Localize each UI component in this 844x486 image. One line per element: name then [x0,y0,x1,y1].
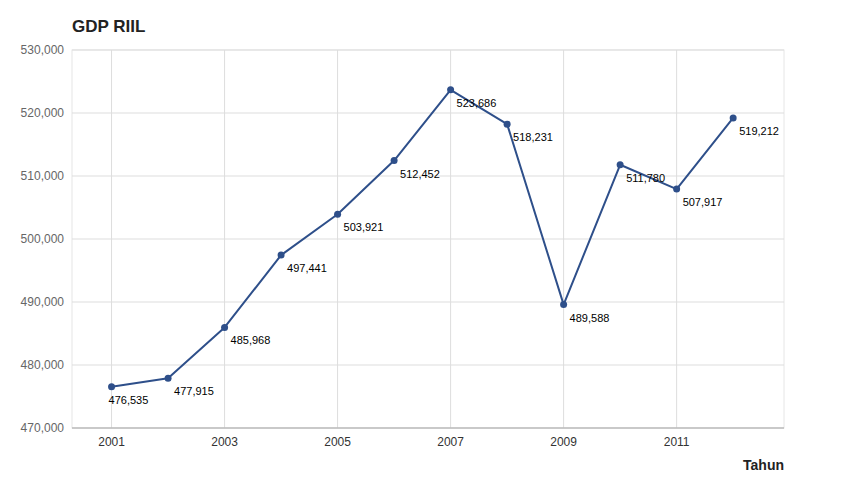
data-label: 476,535 [109,394,149,406]
data-point [108,383,115,390]
x-tick-label: 2001 [98,435,125,449]
y-grid-line [72,50,784,51]
x-axis-line [72,428,784,429]
data-point [617,161,624,168]
x-grid-line [111,50,112,428]
data-label: 523,686 [457,97,497,109]
y-grid-line [72,239,784,240]
x-tick-label: 2007 [437,435,464,449]
data-label: 518,231 [513,131,553,143]
data-label: 512,452 [400,168,440,180]
y-tick-label: 500,000 [21,232,65,246]
x-axis-label: Tahun [743,457,784,473]
data-point [504,121,511,128]
data-label: 511,780 [626,172,665,184]
data-point [334,211,341,218]
x-grid-line [224,50,225,428]
plot-area [108,86,737,390]
data-label: 489,588 [570,312,610,324]
data-label: 485,968 [231,334,271,346]
data-label: 497,441 [287,262,327,274]
data-label: 503,921 [344,221,384,233]
x-grid-line [676,50,677,428]
chart: 470,000 480,000 490,000 500,000 510,000 520,0… [0,0,844,486]
data-point [165,375,172,382]
data-point [391,157,398,164]
y-grid-line [72,113,784,114]
x-grid-line [450,50,451,428]
y-tick-label: 480,000 [21,358,65,372]
x-tick-label: 2011 [664,435,690,449]
y-tick-label: 490,000 [21,295,65,309]
data-label: 477,915 [174,385,214,397]
y-tick-label: 520,000 [21,106,65,120]
data-point [278,252,285,259]
x-grid-line [563,50,564,428]
chart-title: GDP RIIL [72,17,145,36]
data-label: 519,212 [739,125,779,137]
data-point [560,301,567,308]
x-tick-label: 2009 [550,435,577,449]
data-point [447,86,454,93]
y-tick-label: 510,000 [21,169,65,183]
data-point [673,186,680,193]
y-grid-line [72,428,784,429]
data-point [730,114,737,121]
y-grid-line [72,365,784,366]
x-grid-line [337,50,338,428]
data-label: 507,917 [683,196,723,208]
data-line [112,90,734,387]
x-tick-label: 2003 [211,435,238,449]
data-point [221,324,228,331]
plot-frame [72,50,784,428]
y-tick-label: 530,000 [21,43,65,57]
x-tick-label: 2005 [324,435,351,449]
y-grid-line [72,302,784,303]
y-tick-label: 470,000 [21,421,65,435]
